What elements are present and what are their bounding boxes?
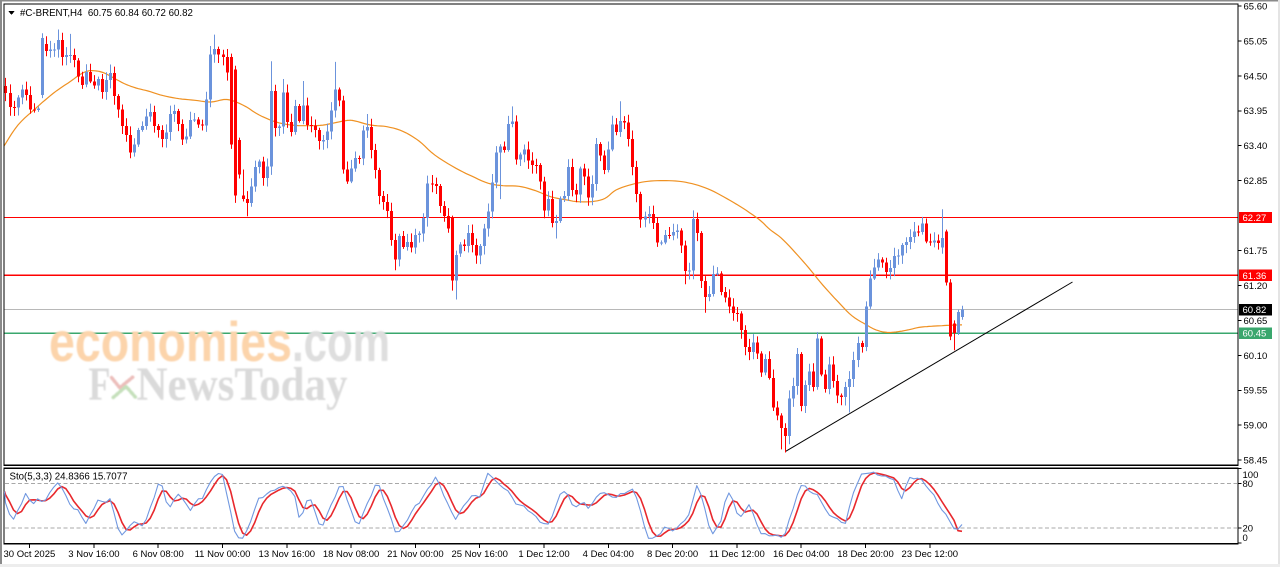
svg-text:63.95: 63.95 (1244, 106, 1268, 117)
svg-text:60.82: 60.82 (1243, 305, 1267, 316)
svg-text:59.00: 59.00 (1244, 421, 1268, 432)
svg-text:16 Dec 04:00: 16 Dec 04:00 (773, 549, 830, 560)
svg-text:64.50: 64.50 (1244, 71, 1268, 82)
svg-text:60.65: 60.65 (1244, 316, 1268, 327)
svg-text:61.36: 61.36 (1243, 271, 1267, 282)
svg-text:8 Dec 20:00: 8 Dec 20:00 (647, 549, 698, 560)
svg-text:21 Nov 00:00: 21 Nov 00:00 (387, 549, 444, 560)
svg-text:#C-BRENT,H4 60.75 60.84 60.72: #C-BRENT,H4 60.75 60.84 60.72 60.82 (20, 8, 193, 19)
svg-text:13 Nov 16:00: 13 Nov 16:00 (259, 549, 316, 560)
svg-text:economies: economies (49, 310, 292, 373)
svg-text:65.05: 65.05 (1244, 36, 1268, 47)
svg-text:0: 0 (1243, 533, 1248, 544)
svg-text:80: 80 (1243, 479, 1254, 490)
svg-text:58.45: 58.45 (1244, 456, 1268, 467)
svg-text:61.75: 61.75 (1244, 246, 1268, 257)
svg-text:25 Nov 16:00: 25 Nov 16:00 (451, 549, 508, 560)
svg-text:63.40: 63.40 (1244, 141, 1268, 152)
svg-text:60.45: 60.45 (1243, 329, 1267, 340)
svg-text:Sto(5,3,3) 24.8366 15.7077: Sto(5,3,3) 24.8366 15.7077 (10, 472, 128, 483)
svg-text:1 Dec 12:00: 1 Dec 12:00 (518, 549, 569, 560)
svg-text:23 Dec 12:00: 23 Dec 12:00 (902, 549, 959, 560)
svg-text:.com: .com (292, 310, 390, 373)
svg-text:100: 100 (1243, 470, 1259, 481)
svg-text:61.20: 61.20 (1244, 281, 1268, 292)
svg-text:6 Nov 08:00: 6 Nov 08:00 (133, 549, 184, 560)
svg-text:59.55: 59.55 (1244, 386, 1268, 397)
svg-text:62.27: 62.27 (1243, 213, 1267, 224)
svg-text:62.85: 62.85 (1244, 176, 1268, 187)
svg-text:20: 20 (1243, 524, 1254, 535)
svg-text:60.10: 60.10 (1244, 351, 1268, 362)
svg-text:18 Dec 20:00: 18 Dec 20:00 (837, 549, 894, 560)
svg-text:3 Nov 16:00: 3 Nov 16:00 (68, 549, 119, 560)
svg-text:11 Dec 12:00: 11 Dec 12:00 (709, 549, 765, 560)
svg-text:4 Dec 04:00: 4 Dec 04:00 (583, 549, 634, 560)
svg-text:65.60: 65.60 (1244, 1, 1268, 12)
svg-text:NewsToday: NewsToday (137, 358, 348, 411)
svg-text:18 Nov 08:00: 18 Nov 08:00 (323, 549, 380, 560)
svg-text:F: F (89, 358, 111, 411)
svg-text:30 Oct 2025: 30 Oct 2025 (4, 549, 56, 560)
svg-text:11 Nov 00:00: 11 Nov 00:00 (195, 549, 251, 560)
